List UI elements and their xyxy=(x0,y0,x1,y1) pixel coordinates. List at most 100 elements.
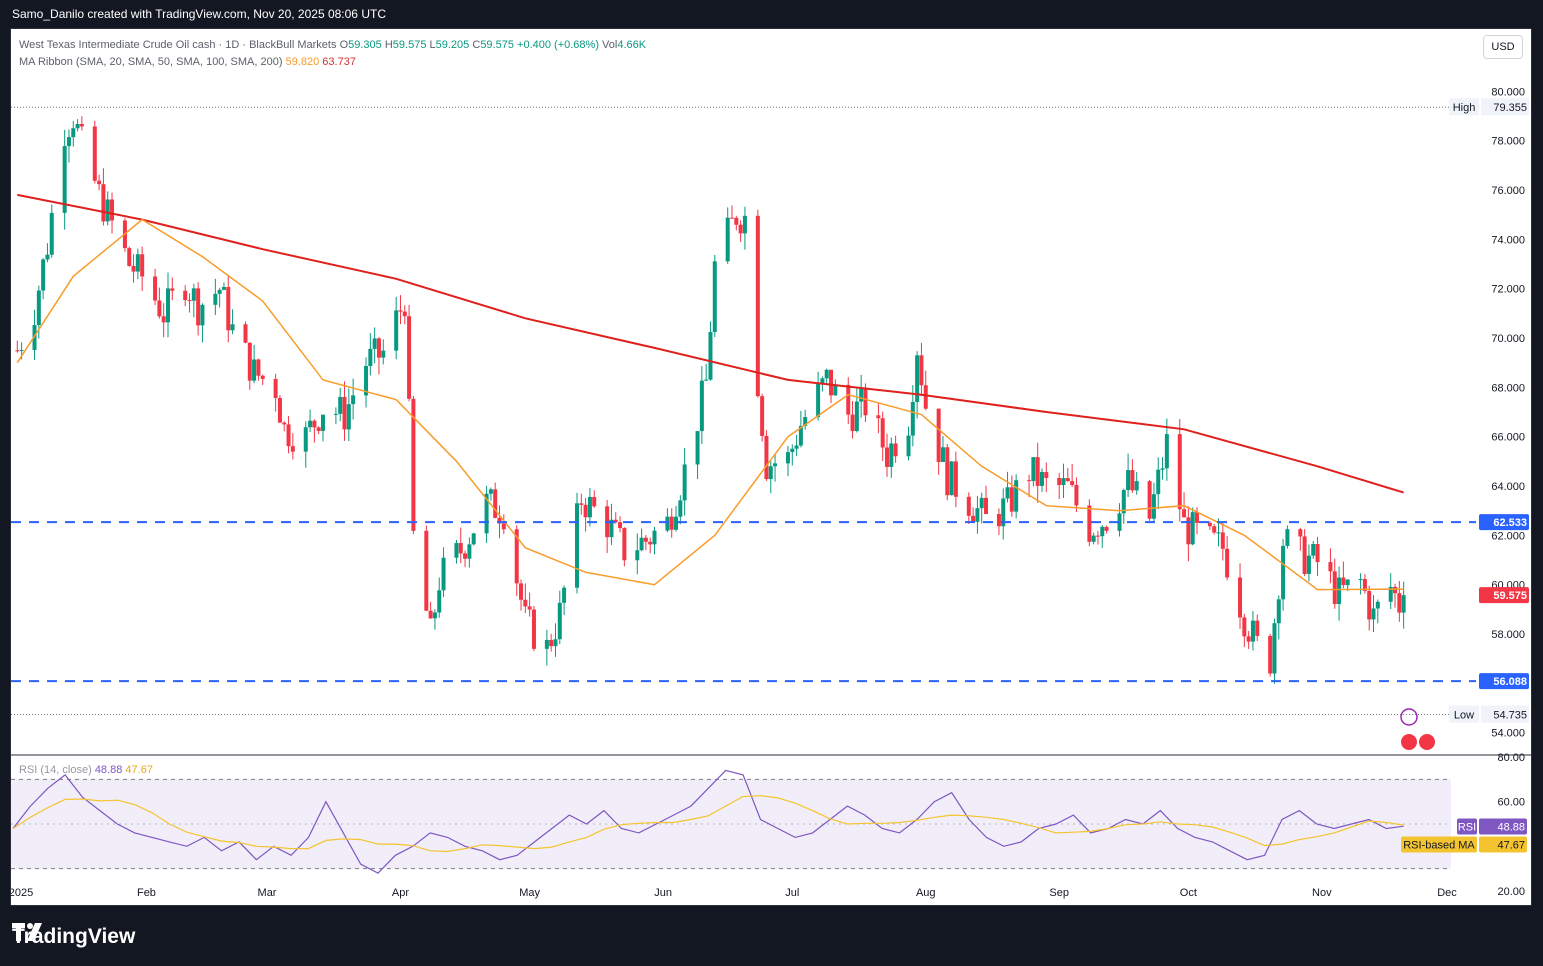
candle-body xyxy=(1065,478,1070,482)
candle-body xyxy=(394,310,399,351)
candle-body xyxy=(699,380,704,432)
candle-body xyxy=(829,369,834,396)
candle-body xyxy=(493,489,498,518)
candle-body xyxy=(923,385,928,409)
price-axis-tick: 58.000 xyxy=(1491,629,1525,641)
candle-body xyxy=(846,384,851,415)
candle-body xyxy=(183,290,188,301)
candle-body xyxy=(1220,532,1225,549)
top-bar: Samo_Danilo created with TradingView.com… xyxy=(0,0,1543,28)
low-value: 59.205 xyxy=(435,39,470,51)
candle-body xyxy=(1276,599,1281,624)
candle-body xyxy=(557,602,562,640)
close-value: 59.575 xyxy=(480,39,514,51)
brand-text: TradingView xyxy=(12,925,136,948)
rsi-tag-box xyxy=(1457,818,1477,835)
candle-body xyxy=(1246,636,1251,642)
candle-body xyxy=(221,287,226,290)
price-axis-tick: 62.000 xyxy=(1491,530,1525,542)
candle-body xyxy=(1337,577,1342,604)
rsi-line xyxy=(12,769,1404,874)
rsi-legend-label: RSI (14, close) xyxy=(19,764,92,776)
candle-body xyxy=(1341,577,1346,586)
flag-event-icon xyxy=(1401,734,1417,750)
candle-body xyxy=(1212,526,1217,533)
candle-body xyxy=(833,384,838,396)
candle-body xyxy=(260,375,265,379)
candle-body xyxy=(1302,536,1307,574)
candle-body xyxy=(127,248,132,266)
ma-value-200: 63.737 xyxy=(322,56,356,68)
candle-body xyxy=(290,446,295,452)
candle-body xyxy=(256,359,261,376)
chart-panel[interactable]: West Texas Intermediate Crude Oil cash ·… xyxy=(10,28,1532,906)
candle-body xyxy=(308,420,313,428)
candle-body xyxy=(286,424,291,447)
price-axis-tick: 78.000 xyxy=(1491,136,1525,148)
candle-body xyxy=(725,217,730,262)
candle-body xyxy=(953,461,958,497)
candle-body xyxy=(71,128,76,138)
candle-body xyxy=(277,397,282,423)
candle-body xyxy=(1044,472,1049,478)
candle-body xyxy=(734,217,739,225)
time-axis-label: Oct xyxy=(1180,887,1197,899)
price-axis-tick: 68.000 xyxy=(1491,382,1525,394)
candle-body xyxy=(1091,535,1096,542)
candle-body xyxy=(1151,494,1156,519)
chart-canvas[interactable]: 80.000 78.000 76.000 74.000 72.000 70.000 68.0… xyxy=(11,29,1531,905)
candle-body xyxy=(1160,468,1165,470)
candle-body xyxy=(484,493,489,534)
candle-body xyxy=(579,503,584,505)
candle-body xyxy=(773,463,778,467)
high-value: 59.575 xyxy=(392,39,427,51)
ma-value-20: 59.820 xyxy=(285,56,320,68)
candle-body xyxy=(140,254,145,277)
candle-body xyxy=(243,324,248,343)
candle-body xyxy=(1371,608,1376,620)
candle-body xyxy=(1393,586,1398,594)
rsi-legend-ma-value: 47.67 xyxy=(125,764,153,776)
candle-body xyxy=(880,418,885,448)
rsi-axis-tick: 80.00 xyxy=(1497,752,1525,764)
candle-body xyxy=(437,590,442,613)
candle-body xyxy=(303,427,308,452)
candle-body xyxy=(62,146,67,213)
high-value: 79.355 xyxy=(1493,102,1527,114)
candle-body xyxy=(1345,579,1350,586)
candle-body xyxy=(36,290,41,326)
open-label: O xyxy=(339,39,349,51)
candle-body xyxy=(674,516,679,530)
candle-body xyxy=(1074,485,1079,506)
candle-body xyxy=(1190,512,1195,545)
candle-body xyxy=(583,504,588,518)
currency-button[interactable]: USD xyxy=(1483,35,1523,59)
candle-body xyxy=(110,199,115,221)
candle-body xyxy=(471,533,476,545)
low-value-box xyxy=(1481,705,1529,723)
last-price-tag-box xyxy=(1479,587,1529,604)
candle-body xyxy=(131,265,136,272)
high-label: H xyxy=(384,39,393,51)
candle-body xyxy=(187,300,192,302)
candle-body xyxy=(191,288,196,301)
candle-body xyxy=(1130,470,1135,491)
candle-body xyxy=(432,612,437,619)
candle-body xyxy=(41,259,46,291)
level-tag-box xyxy=(1479,514,1529,531)
candle-body xyxy=(1332,571,1337,604)
candle-body xyxy=(755,215,760,397)
high-label-box xyxy=(1449,98,1479,116)
tradingview-logo-icon xyxy=(12,923,42,941)
candle-body xyxy=(1255,620,1260,636)
time-axis-label: Feb xyxy=(137,887,156,899)
candle-body xyxy=(996,513,1001,527)
candle-body xyxy=(1225,548,1230,578)
level-tag-box xyxy=(1479,673,1529,690)
candle-body xyxy=(760,396,765,436)
candle-body xyxy=(165,288,170,323)
rsi-ma-line xyxy=(12,795,1404,853)
candle-body xyxy=(1126,470,1131,491)
flag-event-icon xyxy=(1419,734,1435,750)
tradingview-logo[interactable]: TradingView xyxy=(12,922,135,952)
